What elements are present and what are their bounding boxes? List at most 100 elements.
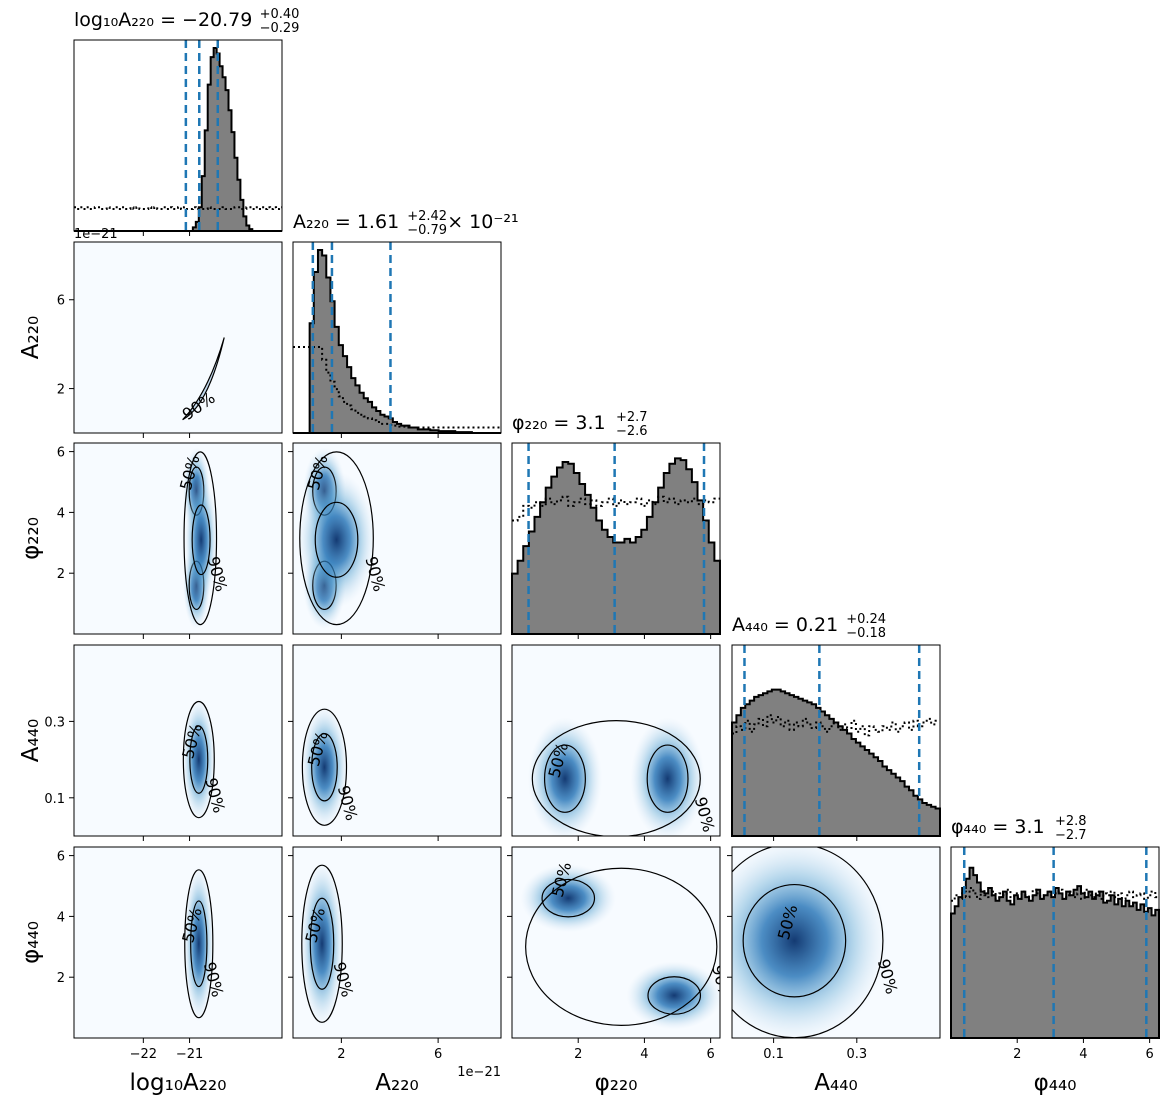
density-blob [520,864,616,933]
contour-90 [301,708,348,826]
panel-title: log₁₀A₂₂₀ = −20.79 [74,9,252,31]
x-axis-label: φ₂₂₀ [595,1070,638,1096]
panel-frame [73,39,283,232]
title-upper-error: +0.24 [846,612,886,627]
panel-frame [511,644,721,837]
y-tick-label: 2 [57,971,65,986]
title-lower-error: −2.6 [616,424,648,439]
x-tick-label: 4 [1079,1047,1087,1062]
density-blob [184,476,218,603]
title-lower-error: −0.18 [846,626,886,641]
histogram-panel-phi440: φ₄₄₀ = 3.1 +2.8−2.7 [950,814,1160,1039]
panel-background [74,242,282,433]
contour-90 [184,869,214,1019]
contour-label: 90% [708,963,736,1002]
title-upper-error: +2.42 [407,209,447,224]
histogram-panel-A440: A₄₄₀ = 0.21 +0.24−0.18 [731,612,941,837]
title-lower-error: −2.7 [1055,828,1087,843]
title-upper-error: +2.7 [616,410,648,425]
contour-50 [314,501,359,578]
panel-frame [731,644,941,837]
density-blob [527,717,603,836]
y-tick-label: 2 [57,383,65,398]
prior-histogram [512,495,720,522]
panel-frame [292,846,502,1039]
y-axis-label: φ₄₄₀ [18,921,44,964]
density-panel-phi220-vs-logA220: 50%90% [73,442,283,635]
x-tick-label: 6 [434,1047,442,1062]
contour-50 [190,900,208,988]
y-tick-label: 6 [57,446,65,461]
y-offset-label: 1e−21 [74,227,118,242]
density-panel-A440-vs-phi220: 50%90% [511,644,721,837]
title-lower-error: −0.29 [260,21,300,36]
panel-background [74,847,282,1038]
panel-frame [511,442,721,635]
density-panel-A440-vs-logA220: 50%90% [73,644,283,837]
x-tick-label: −22 [130,1047,157,1062]
density-blob [301,706,348,829]
panel-background [74,645,282,836]
contour-90 [182,337,225,421]
y-tick-label: 6 [57,850,65,865]
contour-50 [742,883,847,998]
contour-90 [301,864,343,1023]
contour-50 [191,504,211,576]
panel-title: φ₂₂₀ = 3.1 [512,412,606,434]
y-tick-label: 2 [57,567,65,582]
histogram-bars [511,457,721,635]
histogram-bars [293,249,501,434]
contour-50 [311,733,338,802]
contour-90 [182,700,215,819]
histogram-bars [731,688,941,837]
y-tick-label: 6 [57,294,65,309]
y-tick-label: 4 [57,506,65,521]
panel-background [74,443,282,634]
y-axis-label: A₂₂₀ [18,316,44,359]
contour-50 [189,725,209,794]
histogram-bars [74,47,282,232]
contour-90 [525,867,718,1026]
contour-50 [541,878,596,918]
title-upper-error: +2.8 [1055,814,1087,829]
x-tick-label: 4 [640,1047,648,1062]
prior-histogram [293,345,501,429]
histogram-panel-A220: A₂₂₀ = 1.61 +2.42−0.79 × 10⁻²¹ [292,209,519,434]
panel-frame [73,241,283,434]
x-tick-label: 6 [706,1047,714,1062]
density-panel-A220-vs-logA220: 90% [73,241,283,434]
panel-frame [73,846,283,1039]
density-blob [732,847,888,1038]
density-panel-phi440-vs-logA220: 50%90% [73,846,283,1039]
y-tick-label: 4 [57,910,65,925]
x-tick-label: −21 [176,1047,203,1062]
histogram-panel-logA220: log₁₀A₂₂₀ = −20.79 +0.40−0.29 [73,7,300,232]
contour-50 [646,744,689,813]
density-blob [300,861,344,1027]
x-offset-label: 1e−21 [457,1065,501,1080]
contour-50 [543,744,586,813]
title-lower-error: −0.79 [407,223,447,238]
x-tick-label: 0.3 [846,1047,867,1062]
density-blob [182,698,216,821]
title-upper-error: +0.40 [260,7,300,22]
y-axis-label: φ₂₂₀ [18,517,44,560]
prior-histogram [74,206,282,211]
x-tick-label: 2 [1013,1047,1021,1062]
panel-frame [950,846,1160,1039]
density-blob [626,961,720,1030]
density-panel-phi440-vs-phi220: 50%90% [511,846,736,1039]
density-panel-phi220-vs-A220: 50%90% [292,442,502,635]
density-panel-A440-vs-A220: 50%90% [292,644,502,837]
x-tick-label: 6 [1145,1047,1153,1062]
y-axis-label: A₄₄₀ [18,719,44,762]
contour-90 [183,451,218,626]
title-scale: × 10⁻²¹ [447,211,518,233]
x-axis-label: φ₄₄₀ [1034,1070,1077,1096]
histogram-bars [950,866,1160,1039]
contour-90 [299,451,374,626]
panel-frame [73,442,283,635]
density-panel-phi440-vs-A220: 50%90% [292,846,502,1039]
histogram-panel-phi220: φ₂₂₀ = 3.1 +2.7−2.6 [511,410,721,635]
